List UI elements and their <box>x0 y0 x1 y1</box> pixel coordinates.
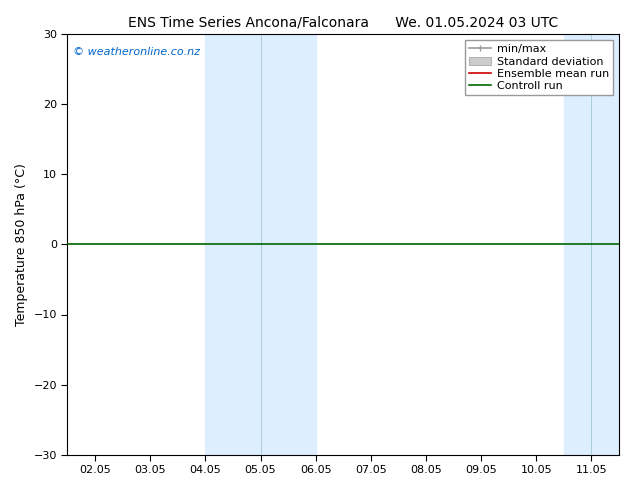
Legend: min/max, Standard deviation, Ensemble mean run, Controll run: min/max, Standard deviation, Ensemble me… <box>465 40 614 96</box>
Title: ENS Time Series Ancona/Falconara      We. 01.05.2024 03 UTC: ENS Time Series Ancona/Falconara We. 01.… <box>128 15 559 29</box>
Text: © weatheronline.co.nz: © weatheronline.co.nz <box>73 47 200 57</box>
Bar <box>205 34 316 455</box>
Y-axis label: Temperature 850 hPa (°C): Temperature 850 hPa (°C) <box>15 163 28 326</box>
Bar <box>564 34 619 455</box>
